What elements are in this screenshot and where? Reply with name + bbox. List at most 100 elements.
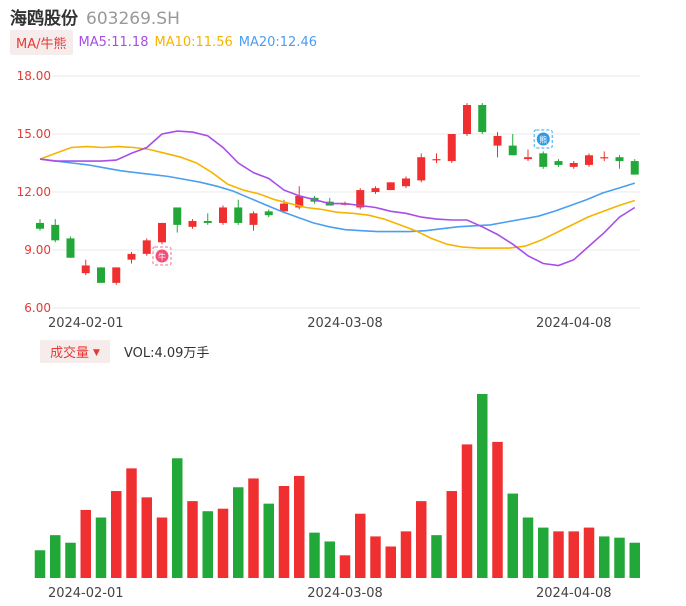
volume-x-tick-label: 2024-04-08: [536, 586, 612, 601]
bear-marker-icon: 熊: [533, 129, 553, 149]
candle-body: [66, 238, 75, 258]
candle-body: [249, 213, 258, 225]
volume-bar: [233, 487, 244, 578]
volume-bar: [400, 531, 412, 578]
candle-body: [264, 211, 273, 216]
y-tick-label: 15.00: [17, 127, 51, 141]
volume-bar: [141, 497, 152, 578]
volume-bar: [568, 531, 579, 578]
volume-bar: [95, 517, 107, 578]
ma-indicator-selector[interactable]: MA/牛熊: [10, 29, 73, 55]
volume-bar: [126, 468, 137, 578]
volume-selector-label: 成交量: [50, 345, 90, 361]
volume-bar: [65, 542, 76, 578]
volume-legend: 成交量 ▼ VOL:4.09万手: [40, 339, 210, 363]
volume-x-tick-label: 2024-03-08: [307, 586, 383, 601]
candle-body: [356, 190, 365, 208]
candle-body: [386, 182, 395, 191]
volume-value: VOL:4.09万手: [123, 345, 210, 361]
bull-marker-icon: 牛: [152, 246, 172, 266]
volume-bar: [294, 475, 305, 578]
volume-bar: [553, 531, 564, 578]
candle-body: [81, 265, 90, 274]
candle-body: [219, 207, 227, 223]
candle-body: [127, 253, 136, 260]
volume-bar: [355, 513, 366, 578]
volume-bar: [538, 527, 549, 578]
stock-name: 海鸥股份: [10, 9, 78, 29]
candle-body: [158, 222, 166, 243]
volume-bar: [278, 486, 290, 578]
candle-body: [463, 105, 471, 134]
volume-bar: [80, 509, 91, 578]
volume-bar: [614, 537, 625, 578]
volume-x-tick-label: 2024-02-01: [48, 586, 124, 601]
ma20-line: [39, 158, 636, 233]
candle-body: [36, 222, 44, 229]
volume-bar: [50, 535, 61, 578]
ma5-legend: MA5:11.18: [78, 34, 149, 50]
candle-body: [432, 159, 441, 161]
candle-body: [524, 157, 532, 160]
x-tick-label: 2024-04-08: [536, 316, 612, 331]
volume-bar: [446, 491, 457, 578]
bull-marker-label: 牛: [158, 252, 166, 262]
volume-bar: [202, 511, 213, 578]
stock-code: 603269.SH: [86, 9, 180, 29]
volume-bar: [34, 550, 46, 578]
candle-body: [447, 134, 456, 162]
bull-marker-dot: [155, 249, 169, 263]
volume-bar: [583, 527, 595, 578]
candle-body: [508, 145, 517, 156]
candle-body: [112, 267, 121, 283]
volume-bar: [431, 535, 442, 578]
y-tick-label: 12.00: [17, 185, 51, 199]
volume-bar: [629, 542, 640, 578]
candle-body: [280, 203, 288, 212]
candle-body: [142, 240, 151, 254]
x-tick-label: 2024-02-01: [48, 316, 124, 331]
candle-body: [493, 135, 502, 146]
y-tick-label: 6.00: [24, 301, 51, 315]
candle-body: [371, 188, 380, 192]
ma10-legend: MA10:11.56: [154, 34, 233, 50]
volume-bar: [370, 536, 381, 578]
volume-bar: [385, 546, 396, 578]
candle-body: [554, 161, 563, 165]
candle-body: [234, 207, 243, 223]
candle-body: [173, 207, 182, 225]
volume-bar: [492, 441, 503, 578]
candle-body: [402, 178, 410, 187]
volume-bar: [156, 517, 168, 578]
candle-body: [97, 267, 105, 283]
volume-bar: [324, 541, 335, 578]
bull-marker-frame: [152, 246, 172, 266]
volume-bar: [187, 501, 198, 578]
ma20-legend: MA20:12.46: [238, 34, 317, 50]
volume-bar: [248, 478, 259, 578]
candle-body: [569, 163, 578, 167]
volume-bar: [309, 532, 320, 578]
volume-bar: [477, 394, 488, 578]
volume-bar: [111, 491, 122, 578]
volume-bar: [522, 517, 534, 578]
candle-body: [417, 157, 426, 181]
ma10-line: [39, 145, 636, 249]
x-tick-label: 2024-03-08: [307, 316, 383, 331]
candle-body: [630, 161, 639, 175]
candle-body: [539, 153, 548, 167]
y-tick-label: 9.00: [24, 243, 51, 257]
volume-indicator-selector[interactable]: 成交量 ▼: [40, 339, 110, 363]
candle-body: [600, 157, 609, 159]
volume-bar: [599, 536, 610, 578]
candle-body: [203, 221, 212, 223]
bear-marker-label: 熊: [539, 135, 547, 145]
candle-body: [51, 224, 60, 241]
candle-body: [295, 195, 304, 208]
candle-body: [478, 105, 487, 133]
volume-bar: [461, 444, 473, 578]
volume-bar: [217, 508, 229, 578]
volume-bar: [416, 501, 427, 578]
